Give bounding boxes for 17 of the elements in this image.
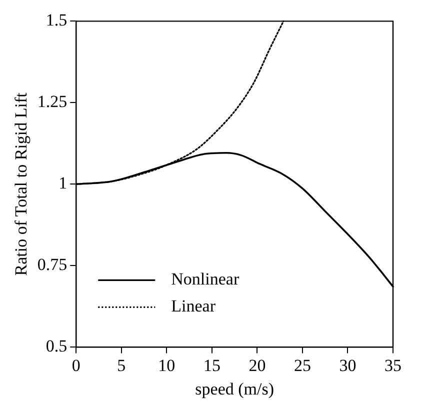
y-tick-label: 1.5	[46, 10, 68, 30]
y-axis-title: Ratio of Total to Rigid Lift	[12, 92, 31, 276]
legend-label: Nonlinear	[171, 270, 240, 289]
y-tick-label: 0.75	[37, 255, 68, 274]
y-tick-label: 0.5	[46, 336, 68, 356]
x-tick-label: 0	[72, 356, 80, 375]
x-tick-label: 5	[117, 356, 126, 375]
x-tick-label: 35	[384, 356, 402, 375]
x-axis-title: speed (m/s)	[195, 379, 274, 398]
x-tick-label: 20	[248, 356, 266, 375]
y-tick-label: 1	[58, 174, 68, 193]
x-tick-label: 15	[203, 356, 220, 375]
x-tick-label: 30	[339, 356, 356, 375]
x-tick-label: 10	[158, 356, 176, 375]
y-tick-label: 1.25	[37, 92, 68, 112]
x-tick-label: 25	[294, 356, 311, 375]
legend-label: Linear	[171, 296, 216, 316]
